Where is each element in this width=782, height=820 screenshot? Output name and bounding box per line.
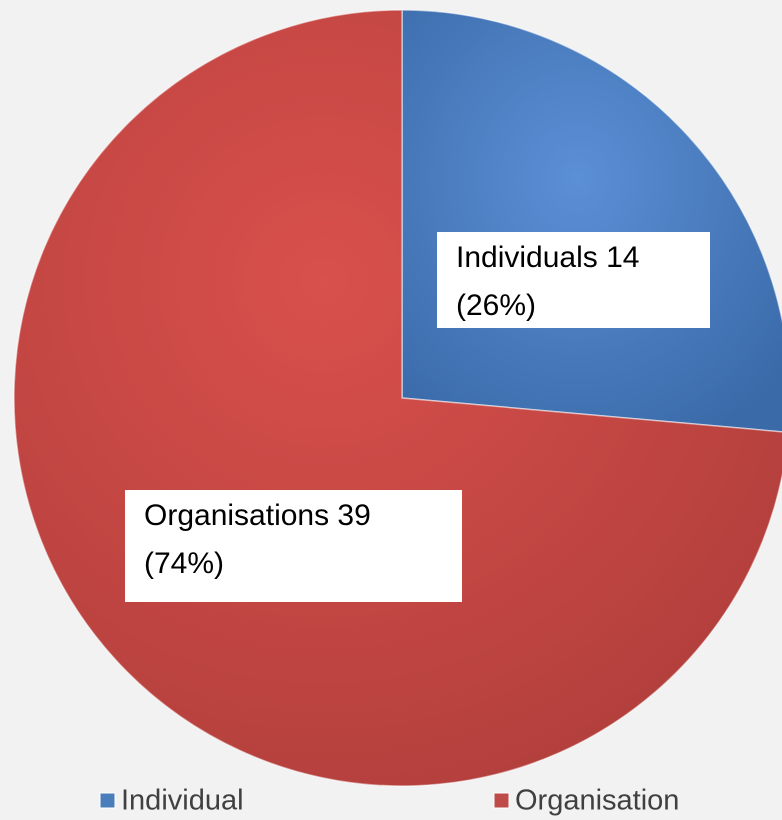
data-label: (74%) [144, 547, 224, 580]
data-label-box [437, 232, 710, 328]
legend-swatch [493, 792, 510, 809]
data-label: (26%) [456, 289, 536, 322]
data-label-box [125, 490, 462, 602]
data-label: Individuals 14 [456, 241, 639, 274]
data-label: Organisations 39 [144, 499, 371, 532]
legend-label: Organisation [515, 785, 679, 817]
legend-swatch [99, 792, 116, 809]
pie-slice [401, 9, 782, 433]
legend-label: Individual [121, 785, 244, 817]
